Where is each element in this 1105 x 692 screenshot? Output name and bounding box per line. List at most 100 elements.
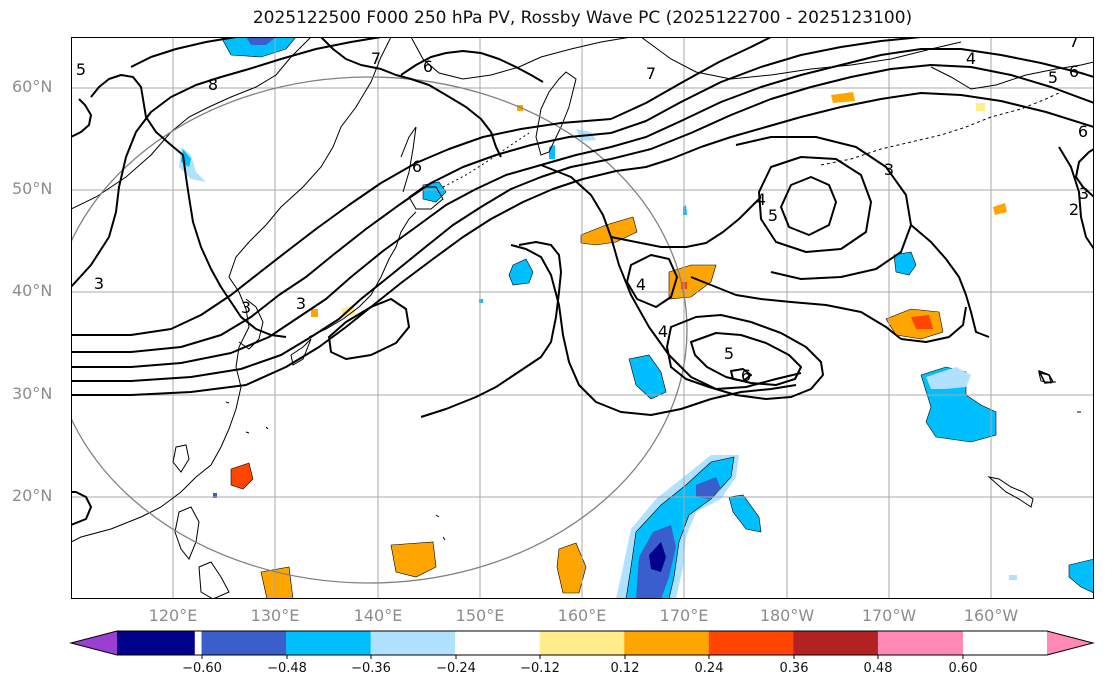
map-panel: 5 8 7 6 7 6 4 5 6 7 3 3 4 5 4 4 5 6 3 2 … <box>71 37 1094 599</box>
colorbar-segment <box>624 631 710 655</box>
pv-contour <box>610 37 922 134</box>
neg-patch <box>628 354 667 400</box>
lon-label: 170°E <box>659 606 709 625</box>
neg-patch <box>926 367 971 389</box>
pv-contour <box>780 176 837 236</box>
philippines-luzon <box>174 506 200 560</box>
contour-label: 7 <box>1069 37 1079 51</box>
philippines-south <box>198 561 230 599</box>
pos-patch <box>390 541 437 578</box>
contour-label: 5 <box>1048 68 1058 87</box>
colorbar-tick-label: −0.60 <box>182 661 222 676</box>
contour-label: 4 <box>658 322 668 341</box>
colorbar-tick-label: −0.12 <box>520 661 560 676</box>
colorbar-tick-label: 0.12 <box>610 661 640 676</box>
colorbar-segment <box>117 631 195 655</box>
neg-patch <box>696 477 721 499</box>
contour-label: 3 <box>94 274 104 293</box>
pv-contour <box>910 224 990 338</box>
north-siberia-coast <box>410 37 632 80</box>
pv-contour <box>900 306 967 343</box>
neg-patch <box>220 37 297 58</box>
caroline-islets <box>225 401 269 434</box>
pv-contour <box>420 241 562 418</box>
lon-label: 160°E <box>557 606 607 625</box>
colorbar-tick-label: 0.36 <box>779 661 809 676</box>
colorbar <box>69 630 1095 659</box>
colorbar-segment <box>1047 631 1093 655</box>
pv-contours <box>71 37 1094 526</box>
pv-contour <box>1058 146 1094 250</box>
neg-patch <box>1009 575 1017 580</box>
contour-label: 3 <box>296 294 306 313</box>
pv-contour <box>666 314 824 400</box>
contour-label: 4 <box>756 190 766 209</box>
graticule <box>71 37 1094 599</box>
colorbar-segment <box>286 631 372 655</box>
pv-contour <box>71 146 612 368</box>
contour-label: 3 <box>241 298 251 317</box>
lon-label: 150°E <box>455 606 505 625</box>
colorbar-tick-label: −0.48 <box>267 661 307 676</box>
contour-label: 4 <box>966 49 976 68</box>
colorbar-tick-label: −0.24 <box>436 661 476 676</box>
pv-contour <box>1038 370 1054 384</box>
neg-patch <box>549 145 555 159</box>
pv-contour <box>690 332 802 386</box>
lat-label: 30°N <box>12 384 53 403</box>
contour-label: 6 <box>1078 122 1088 141</box>
hokkaido <box>408 186 444 210</box>
pv-contour <box>400 50 544 83</box>
colorbar-tick-label: 0.24 <box>694 661 724 676</box>
colorbar-segment <box>877 631 963 655</box>
colorbar-segment <box>455 631 541 655</box>
neg-patch <box>728 494 762 533</box>
pv-contour <box>71 118 612 336</box>
contour-label: 8 <box>208 75 218 94</box>
japan-honshu <box>308 211 417 338</box>
pos-patch <box>230 462 254 490</box>
lon-label: 180°W <box>759 606 815 625</box>
anomaly-shading <box>179 37 1094 599</box>
pv-contour <box>328 298 410 360</box>
lon-label: 170°W <box>861 606 917 625</box>
contour-label: 6 <box>423 57 433 76</box>
lon-label: 140°E <box>353 606 403 625</box>
alaska-coast <box>930 61 1094 90</box>
pv-contour <box>71 132 612 353</box>
pv-contour <box>71 170 617 396</box>
sakhalin <box>400 126 417 193</box>
pos-patch <box>911 315 933 329</box>
pv-contour <box>71 98 92 138</box>
colorbar-segment <box>370 631 456 655</box>
kamchatka <box>535 71 577 156</box>
taiwan <box>172 444 190 473</box>
pv-contour <box>690 276 902 340</box>
lon-label: 130°E <box>250 606 300 625</box>
pos-patch <box>993 203 1007 215</box>
lat-label: 50°N <box>12 179 53 198</box>
reference-circle <box>71 76 688 584</box>
contour-label: 3 <box>1079 184 1089 203</box>
pv-contour <box>90 74 287 338</box>
pv-contour <box>71 491 92 526</box>
lat-label: 20°N <box>12 486 53 505</box>
contour-label: 6 <box>412 157 422 176</box>
neg-patch <box>508 258 534 286</box>
lon-label: 120°E <box>148 606 198 625</box>
contour-label: 3 <box>884 160 894 179</box>
colorbar-segment <box>793 631 879 655</box>
neg-patch <box>1068 558 1094 594</box>
neg-patch <box>649 542 666 572</box>
contour-label: 5 <box>768 206 778 225</box>
lat-label: 40°N <box>12 281 53 300</box>
map-title: 2025122500 F000 250 hPa PV, Rossby Wave … <box>252 8 913 28</box>
pv-contour <box>735 136 912 280</box>
pv-contour <box>626 254 678 308</box>
contour-label: 6 <box>741 366 751 385</box>
kuril-chain <box>442 132 530 188</box>
pv-contour <box>730 368 752 382</box>
pv-contour <box>510 244 797 416</box>
contour-label: 7 <box>371 49 381 68</box>
pv-contour <box>610 48 1094 148</box>
